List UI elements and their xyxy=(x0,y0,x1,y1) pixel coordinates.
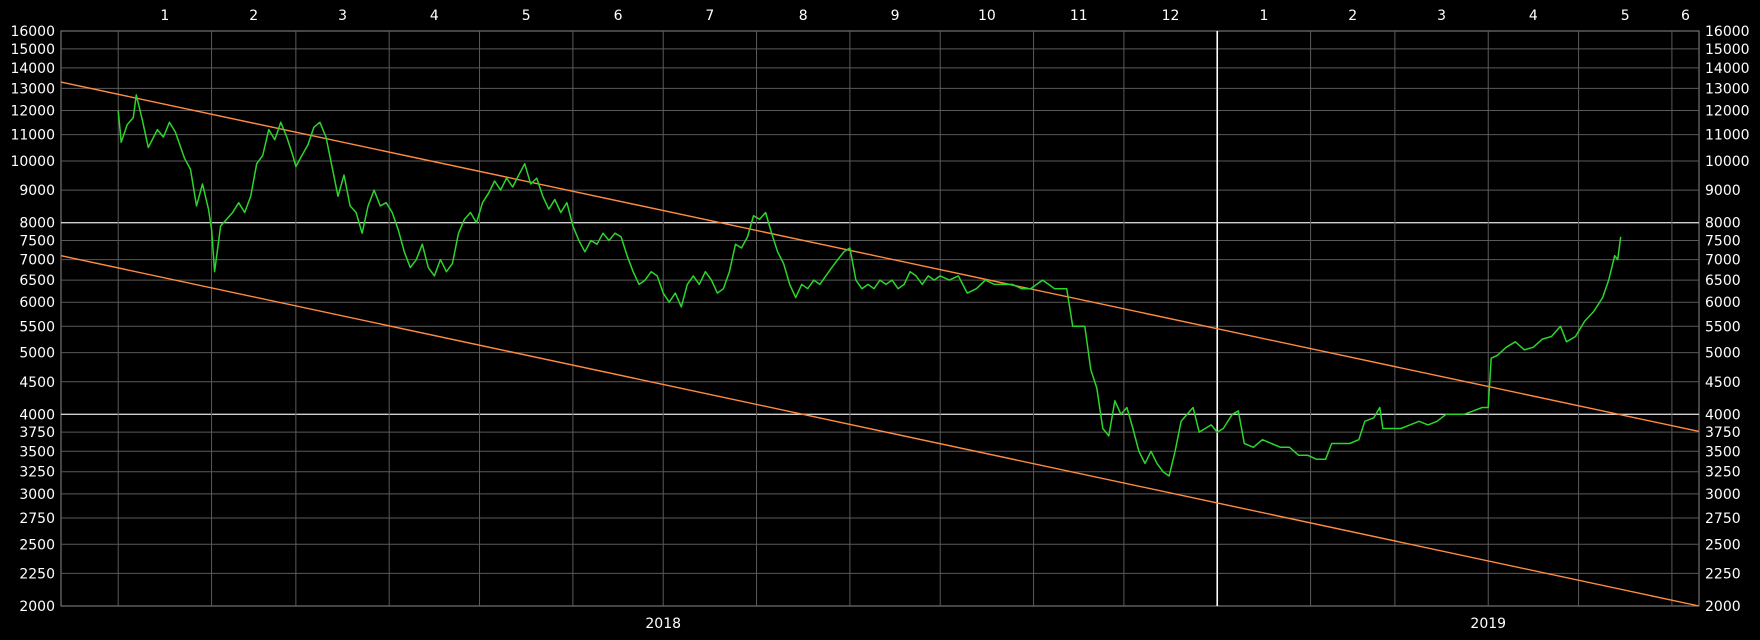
y-tick-label-right: 6000 xyxy=(1705,295,1741,311)
month-tick-label: 6 xyxy=(614,8,623,24)
y-tick-label-right: 2000 xyxy=(1705,599,1741,615)
y-tick-label-left: 3250 xyxy=(19,465,55,481)
y-tick-label-right: 7500 xyxy=(1705,234,1741,250)
y-tick-label-left: 5500 xyxy=(19,319,55,335)
month-tick-label: 9 xyxy=(891,8,900,24)
year-label: 2019 xyxy=(1470,616,1506,632)
month-tick-label: 10 xyxy=(978,8,996,24)
y-tick-label-right: 9000 xyxy=(1705,183,1741,199)
month-tick-label: 5 xyxy=(522,8,531,24)
month-tick-label: 12 xyxy=(1162,8,1180,24)
month-tick-label: 5 xyxy=(1621,8,1630,24)
grid-lines xyxy=(61,31,1699,606)
y-tick-label-right: 4500 xyxy=(1705,375,1741,391)
y-tick-label-right: 3250 xyxy=(1705,465,1741,481)
y-tick-label-left: 10000 xyxy=(10,154,55,170)
y-tick-label-left: 16000 xyxy=(10,24,55,40)
y-tick-label-left: 6500 xyxy=(19,273,55,289)
y-tick-label-left: 9000 xyxy=(19,183,55,199)
y-tick-label-left: 3750 xyxy=(19,425,55,441)
y-tick-label-right: 2250 xyxy=(1705,566,1741,582)
price-series xyxy=(117,94,1622,477)
y-tick-label-left: 12000 xyxy=(10,104,55,120)
y-tick-label-left: 3500 xyxy=(19,444,55,460)
y-tick-label-left: 14000 xyxy=(10,61,55,77)
y-tick-label-left: 2000 xyxy=(19,599,55,615)
channel-trendlines xyxy=(60,81,1700,607)
month-tick-label: 3 xyxy=(338,8,347,24)
month-tick-label: 8 xyxy=(799,8,808,24)
month-tick-label: 11 xyxy=(1070,8,1088,24)
month-tick-label: 7 xyxy=(705,8,714,24)
y-tick-label-right: 5500 xyxy=(1705,319,1741,335)
y-tick-label-right: 14000 xyxy=(1705,61,1750,77)
y-tick-label-right: 2750 xyxy=(1705,511,1741,527)
y-tick-label-left: 2250 xyxy=(19,566,55,582)
y-tick-label-right: 12000 xyxy=(1705,104,1750,120)
y-tick-label-right: 7000 xyxy=(1705,253,1741,269)
y-tick-label-left: 2500 xyxy=(19,537,55,553)
y-tick-label-right: 13000 xyxy=(1705,81,1750,97)
y-tick-label-left: 4000 xyxy=(19,407,55,423)
y-tick-label-left: 4500 xyxy=(19,375,55,391)
price-line xyxy=(117,94,1622,477)
month-tick-label: 3 xyxy=(1437,8,1446,24)
trend-line xyxy=(60,81,1700,433)
y-tick-label-left: 6000 xyxy=(19,295,55,311)
y-tick-label-left: 7000 xyxy=(19,253,55,269)
y-tick-label-right: 10000 xyxy=(1705,154,1750,170)
y-tick-label-left: 3000 xyxy=(19,487,55,503)
y-tick-label-right: 8000 xyxy=(1705,216,1741,232)
y-tick-label-left: 11000 xyxy=(10,128,55,144)
y-tick-label-left: 8000 xyxy=(19,216,55,232)
y-tick-label-right: 11000 xyxy=(1705,128,1750,144)
y-tick-label-right: 2500 xyxy=(1705,537,1741,553)
trend-line xyxy=(60,254,1700,607)
plot-frame xyxy=(60,30,1700,607)
y-tick-label-right: 6500 xyxy=(1705,273,1741,289)
y-tick-label-right: 15000 xyxy=(1705,42,1750,58)
y-tick-label-right: 3000 xyxy=(1705,487,1741,503)
month-tick-label: 2 xyxy=(249,8,258,24)
month-tick-label: 4 xyxy=(1529,8,1538,24)
y-tick-label-right: 5000 xyxy=(1705,346,1741,362)
month-tick-label: 6 xyxy=(1681,8,1690,24)
month-tick-label: 2 xyxy=(1348,8,1357,24)
y-tick-label-right: 3500 xyxy=(1705,444,1741,460)
y-tick-label-right: 3750 xyxy=(1705,425,1741,441)
month-tick-label: 1 xyxy=(160,8,169,24)
y-tick-label-left: 13000 xyxy=(10,81,55,97)
year-label: 2018 xyxy=(645,616,681,632)
y-tick-label-right: 4000 xyxy=(1705,407,1741,423)
month-tick-label: 1 xyxy=(1259,8,1268,24)
y-tick-label-left: 5000 xyxy=(19,346,55,362)
y-tick-label-left: 15000 xyxy=(10,42,55,58)
month-tick-label: 4 xyxy=(430,8,439,24)
y-tick-label-right: 16000 xyxy=(1705,24,1750,40)
y-tick-label-left: 7500 xyxy=(19,234,55,250)
y-tick-label-left: 2750 xyxy=(19,511,55,527)
